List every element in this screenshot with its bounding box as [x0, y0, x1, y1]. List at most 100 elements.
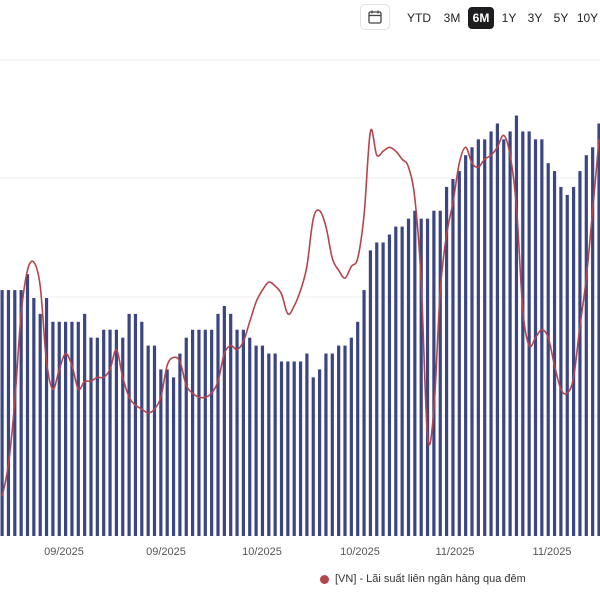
- bar: [521, 131, 525, 536]
- bar: [222, 305, 226, 536]
- bar: [178, 353, 182, 536]
- bar: [387, 234, 392, 536]
- bar: [419, 218, 423, 537]
- range-3y-button[interactable]: 3Y: [527, 11, 543, 25]
- bar: [483, 139, 487, 536]
- bar: [229, 313, 233, 536]
- bar: [476, 139, 480, 536]
- bar: [159, 369, 163, 536]
- bar: [495, 123, 499, 536]
- bar: [279, 361, 284, 536]
- bar: [114, 329, 118, 536]
- bar: [552, 171, 557, 536]
- bar: [146, 345, 150, 536]
- bar: [394, 226, 398, 536]
- bar: [470, 147, 474, 536]
- bar: [286, 361, 290, 536]
- bar: [584, 155, 588, 536]
- bar: [121, 337, 125, 536]
- bar: [102, 329, 106, 536]
- bar: [184, 337, 188, 536]
- bar: [597, 123, 600, 536]
- bar: [337, 345, 341, 536]
- x-tick-label: 09/2025: [146, 546, 186, 558]
- bar: [318, 369, 322, 536]
- bar: [216, 313, 220, 536]
- bar: [6, 290, 11, 536]
- range-toolbar: YTD 3M 6M 1Y 3Y 5Y 10Y: [360, 4, 600, 32]
- legend-marker: [320, 574, 329, 584]
- bar: [438, 210, 442, 537]
- bar: [572, 186, 576, 536]
- bar: [292, 361, 296, 536]
- bar: [457, 171, 461, 536]
- bar: [32, 298, 36, 536]
- bar: [381, 242, 385, 536]
- bar: [565, 194, 569, 536]
- range-ytd-button[interactable]: YTD: [407, 11, 431, 25]
- bar: [171, 377, 176, 536]
- calendar-icon: [368, 10, 382, 24]
- bar: [508, 131, 512, 536]
- bar: [83, 313, 87, 536]
- bar: [203, 329, 207, 536]
- bar: [57, 321, 61, 536]
- bar: [540, 139, 544, 536]
- bar: [375, 242, 379, 536]
- bar: [559, 186, 563, 536]
- x-tick-label: 11/2025: [436, 546, 475, 558]
- bar: [349, 337, 353, 536]
- bar: [591, 147, 595, 536]
- bar: [324, 353, 328, 536]
- x-tick-label: 11/2025: [533, 546, 572, 558]
- bar: [330, 353, 334, 536]
- bar: [108, 329, 112, 536]
- bar: [0, 290, 4, 536]
- chart-legend[interactable]: [VN] - Lãi suất liên ngân hàng qua đêm: [320, 570, 526, 588]
- legend-label: [VN] - Lãi suất liên ngân hàng qua đêm: [335, 573, 526, 585]
- bar: [546, 163, 550, 536]
- bar: [260, 345, 265, 536]
- bar: [514, 115, 519, 536]
- bar: [451, 179, 455, 536]
- range-3m-button[interactable]: 3M: [443, 11, 461, 25]
- range-5y-button[interactable]: 5Y: [553, 11, 569, 25]
- bar: [343, 345, 347, 536]
- bar: [133, 313, 138, 536]
- bar: [197, 329, 201, 536]
- bar: [38, 313, 42, 536]
- bar: [95, 337, 99, 536]
- bar: [140, 321, 144, 536]
- x-tick-label: 10/2025: [340, 546, 380, 558]
- bar: [235, 329, 239, 536]
- bar: [527, 131, 531, 536]
- bar: [51, 321, 55, 536]
- bar: [191, 329, 195, 536]
- bar: [241, 329, 245, 536]
- bar: [311, 377, 315, 536]
- bar: [267, 353, 271, 536]
- bar: [368, 250, 372, 536]
- bar: [25, 274, 30, 536]
- date-picker-button[interactable]: [360, 4, 390, 30]
- bar: [464, 155, 468, 536]
- bar: [13, 290, 17, 536]
- bar: [489, 131, 493, 536]
- bar: [502, 139, 506, 536]
- bar: [432, 210, 436, 537]
- bar: [356, 321, 360, 536]
- bar: [76, 321, 80, 536]
- bar: [152, 345, 157, 536]
- range-6m-button[interactable]: 6M: [468, 7, 494, 29]
- series-line: [1, 128, 600, 497]
- range-10y-button[interactable]: 10Y: [576, 11, 599, 25]
- bar: [89, 337, 93, 536]
- range-1y-button[interactable]: 1Y: [501, 11, 517, 25]
- bar: [400, 226, 404, 536]
- bar: [298, 361, 303, 536]
- bar: [70, 321, 74, 536]
- bar: [425, 218, 430, 537]
- bar: [445, 186, 449, 536]
- bar: [19, 290, 23, 536]
